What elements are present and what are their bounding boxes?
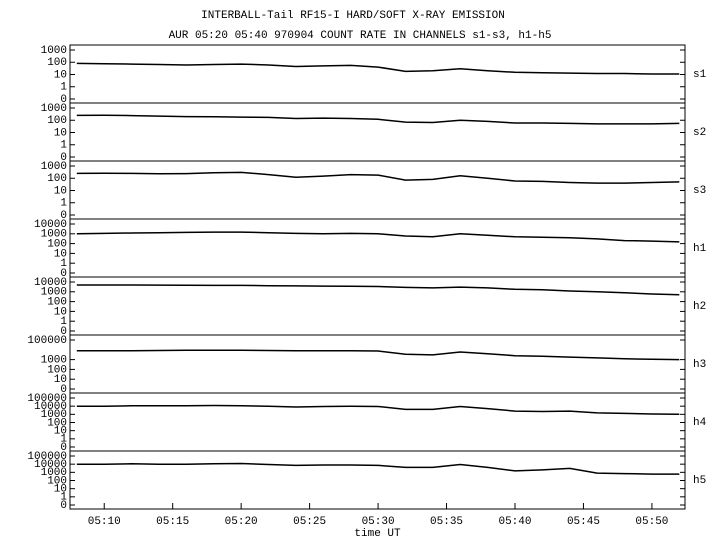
x-tick-label: 05:50 <box>635 516 668 528</box>
x-tick-label: 05:10 <box>88 516 121 528</box>
y-tick-label: 100 <box>47 364 67 376</box>
chart-title: INTERBALL-Tail RF15-I HARD/SOFT X-RAY EM… <box>201 10 505 22</box>
y-tick-label: 10000 <box>34 401 67 413</box>
y-tick-label: 100 <box>47 417 67 429</box>
y-tick-label: 1 <box>60 258 67 270</box>
x-tick-label: 05:25 <box>293 516 326 528</box>
x-tick-label: 05:20 <box>225 516 258 528</box>
data-line <box>76 462 680 475</box>
y-tick-label: 10000 <box>34 277 67 289</box>
y-tick-label: 1000 <box>41 467 67 479</box>
y-tick-label: 1 <box>60 434 67 446</box>
y-tick-label: 100 <box>47 173 67 185</box>
y-tick-label: 0 <box>60 384 67 396</box>
x-tick-label: 05:40 <box>498 516 531 528</box>
channel-label: s2 <box>693 127 706 139</box>
channel-label: h4 <box>693 417 707 429</box>
data-line <box>76 171 680 184</box>
channel-label: h5 <box>693 475 706 487</box>
channel-label: h2 <box>693 301 706 313</box>
data-line <box>76 349 680 361</box>
y-tick-label: 10 <box>54 426 67 438</box>
x-tick-label: 05:45 <box>567 516 600 528</box>
x-tick-label: 05:35 <box>430 516 463 528</box>
y-tick-label: 1 <box>60 316 67 328</box>
y-tick-label: 100000 <box>27 393 67 405</box>
y-tick-label: 0 <box>60 94 67 106</box>
y-tick-label: 10 <box>54 484 67 496</box>
y-tick-label: 10 <box>54 127 67 139</box>
y-tick-label: 1000 <box>41 45 67 57</box>
channel-label: h1 <box>693 243 707 255</box>
y-tick-label: 10 <box>54 374 67 386</box>
y-tick-label: 1000 <box>41 287 67 299</box>
y-tick-label: 0 <box>60 152 67 164</box>
y-tick-label: 1000 <box>41 229 67 241</box>
data-line <box>76 114 680 125</box>
y-tick-label: 10 <box>54 248 67 260</box>
y-tick-label: 10 <box>54 306 67 318</box>
y-tick-label: 100 <box>47 57 67 69</box>
x-tick-label: 05:30 <box>362 516 395 528</box>
x-tick-label: 05:15 <box>156 516 189 528</box>
y-tick-label: 1000 <box>41 355 67 367</box>
y-tick-label: 0 <box>60 500 67 512</box>
y-tick-label: 1000 <box>41 409 67 421</box>
y-tick-label: 100000 <box>27 451 67 463</box>
data-line <box>76 62 680 75</box>
y-tick-label: 0 <box>60 268 67 280</box>
data-line <box>76 404 680 416</box>
channel-label: h3 <box>693 359 706 371</box>
y-tick-label: 100 <box>47 297 67 309</box>
y-tick-label: 100 <box>47 115 67 127</box>
y-tick-label: 1 <box>60 198 67 210</box>
y-tick-label: 0 <box>60 326 67 338</box>
y-tick-label: 1000 <box>41 161 67 173</box>
channel-label: s3 <box>693 185 706 197</box>
x-axis-label: time UT <box>354 528 401 540</box>
data-line <box>76 231 680 243</box>
chart-subtitle: AUR 05:20 05:40 970904 COUNT RATE IN CHA… <box>169 30 552 42</box>
y-tick-label: 10000 <box>34 219 67 231</box>
channel-label: s1 <box>693 69 707 81</box>
y-tick-label: 10 <box>54 185 67 197</box>
y-tick-label: 1 <box>60 140 67 152</box>
y-tick-label: 100 <box>47 475 67 487</box>
y-tick-label: 1000 <box>41 103 67 115</box>
y-tick-label: 0 <box>60 210 67 222</box>
y-tick-label: 100 <box>47 239 67 251</box>
y-tick-label: 10 <box>54 69 67 81</box>
y-tick-label: 100000 <box>27 335 67 347</box>
y-tick-label: 0 <box>60 442 67 454</box>
y-tick-label: 10000 <box>34 459 67 471</box>
data-line <box>76 284 680 296</box>
y-tick-label: 1 <box>60 492 67 504</box>
y-tick-label: 1 <box>60 82 67 94</box>
